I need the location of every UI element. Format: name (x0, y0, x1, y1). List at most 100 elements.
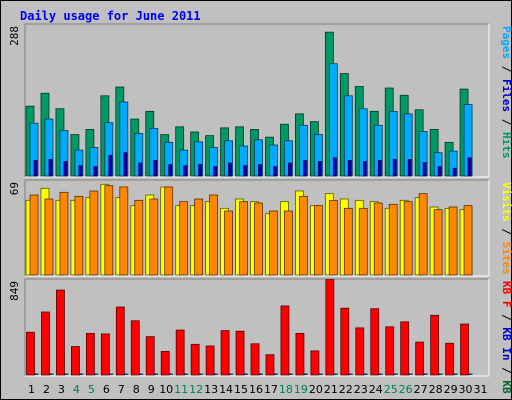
kb-f-bar (325, 279, 335, 376)
pages-bar (288, 162, 292, 177)
x-tick-label: 4 (73, 383, 80, 396)
sites-bar (448, 206, 458, 276)
x-tick-label: 25 (384, 383, 398, 396)
kb-f-bar (430, 314, 440, 376)
legend-label: Hits (500, 132, 512, 159)
kb-f-bar (235, 330, 245, 376)
x-tick-label: 22 (339, 383, 353, 396)
kb-in-bar (34, 373, 37, 375)
kb-f-bar (130, 320, 140, 376)
kb-f-bar (400, 321, 410, 376)
kb-f-bar (310, 350, 320, 376)
kb-out-bar (440, 373, 443, 375)
kb-f-bar (220, 330, 230, 376)
sites-bar (104, 185, 114, 276)
kb-out-bar (186, 373, 189, 375)
x-tick-label: 19 (294, 383, 308, 396)
kb-out-bar (275, 373, 278, 375)
kb-out-bar (156, 373, 159, 375)
kb-out-bar (455, 373, 458, 375)
legend-label: / (500, 222, 512, 242)
visits-panel-max-label: 69 (8, 182, 21, 195)
kb-in-bar (124, 373, 127, 375)
kb-in-bar (393, 373, 396, 375)
x-tick-label: 9 (148, 383, 155, 396)
sites-bar (433, 209, 443, 276)
x-tick-label: 16 (249, 383, 263, 396)
pages-bar (377, 160, 382, 177)
sites-bar (59, 191, 69, 276)
kb-out-bar (261, 373, 264, 375)
sites-bar (373, 202, 383, 276)
legend-label: / (500, 361, 512, 381)
volume-panel-max-label: 849 (8, 281, 21, 301)
sites-bar (328, 199, 338, 276)
kb-in-bar (229, 373, 232, 375)
sites-bar (284, 210, 293, 276)
x-tick-label: 18 (279, 383, 293, 396)
x-tick-label: 11 (174, 383, 188, 396)
kb-in-bar (214, 373, 217, 375)
kb-in-bar (333, 373, 336, 375)
x-tick-label: 2 (43, 383, 50, 396)
kb-f-bar (100, 333, 110, 376)
kb-in-bar (453, 373, 456, 375)
kb-f-bar (385, 326, 395, 376)
pages-bar (317, 161, 322, 177)
kb-f-bar (250, 343, 260, 376)
pages-bar (347, 160, 352, 177)
kb-in-bar (438, 373, 441, 375)
kb-in-bar (259, 373, 262, 375)
kb-out-bar (320, 373, 323, 375)
pages-bar (332, 157, 337, 177)
pages-bar (93, 166, 98, 177)
x-tick-label: 30 (459, 383, 473, 396)
pages-bar (168, 164, 173, 177)
sites-bar (89, 190, 99, 276)
kb-in-bar (139, 373, 142, 375)
kb-f-bar (355, 327, 365, 376)
legend-label: / (500, 59, 512, 79)
sites-bar (134, 199, 144, 276)
hits-panel-max-label: 288 (8, 26, 21, 46)
sites-bar (358, 207, 368, 276)
pages-bar (108, 154, 113, 177)
sites-bar (299, 195, 308, 276)
pages-bar (48, 159, 53, 177)
x-tick-label: 17 (264, 383, 278, 396)
kb-f-bar (295, 332, 305, 376)
pages-bar (273, 166, 277, 177)
sites-bar (149, 198, 159, 276)
x-tick-label: 3 (58, 383, 65, 396)
kb-out-bar (231, 373, 234, 375)
kb-f-bar (370, 308, 380, 376)
x-tick-label: 24 (369, 383, 383, 396)
x-tick-label: 26 (399, 383, 413, 396)
pages-bar (392, 159, 397, 177)
pages-bar (78, 165, 83, 177)
kb-in-bar (109, 373, 112, 375)
pages-bar (213, 166, 218, 177)
pages-bar (362, 161, 367, 177)
sites-bar (119, 186, 129, 276)
legend-label: Visits (500, 182, 512, 222)
sites-bar (179, 201, 189, 276)
kb-in-bar (423, 373, 426, 375)
sites-bar (74, 195, 84, 276)
sites-bar (164, 186, 174, 276)
kb-f-bar (445, 342, 454, 376)
pages-bar (228, 162, 232, 177)
legend-label: Sites (500, 242, 512, 275)
pages-bar (422, 162, 427, 177)
sites-bar (388, 203, 398, 276)
x-tick-label: 31 (474, 383, 488, 396)
pages-bar (258, 164, 262, 177)
x-tick-label: 12 (189, 383, 203, 396)
kb-in-bar (244, 373, 247, 375)
kb-out-bar (201, 373, 204, 375)
kb-in-bar (288, 373, 291, 375)
kb-out-bar (141, 373, 144, 375)
kb-in-bar (49, 373, 52, 375)
x-tick-label: 15 (234, 383, 248, 396)
